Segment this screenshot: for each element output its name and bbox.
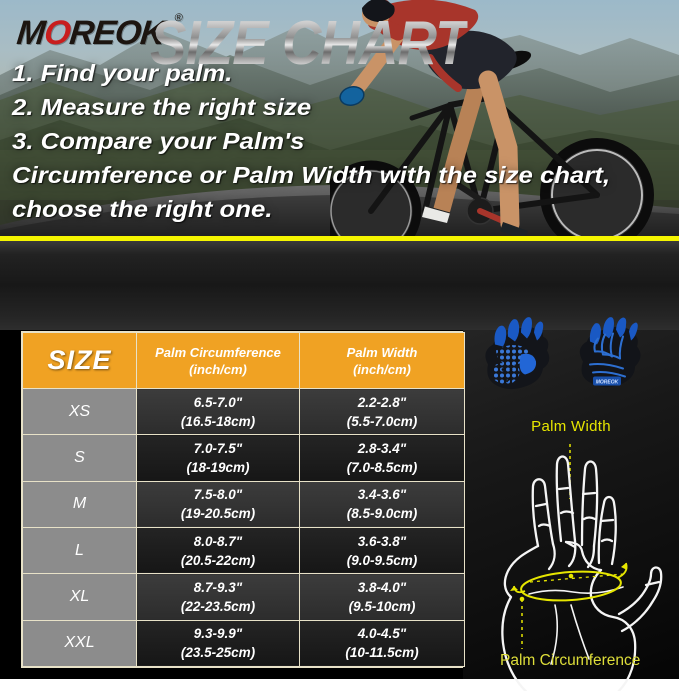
svg-text:Palm Circumference: Palm Circumference xyxy=(500,652,640,669)
svg-text:MOREOK: MOREOK xyxy=(596,380,619,386)
